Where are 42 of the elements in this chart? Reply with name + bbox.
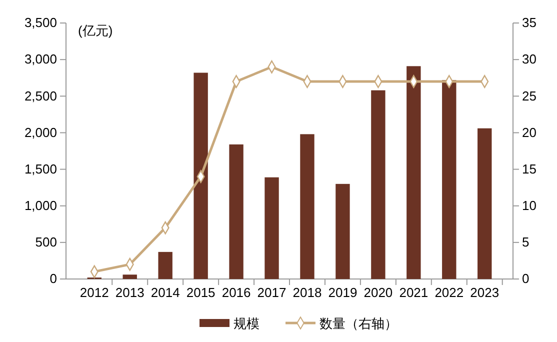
- x-tick-label: 2021: [399, 285, 428, 300]
- x-tick-label: 2017: [257, 285, 286, 300]
- y-tick-label: 2,500: [24, 88, 57, 104]
- x-tick-label: 2020: [364, 285, 393, 300]
- y2-tick-label: 30: [522, 52, 536, 67]
- y-tick-label: 0: [50, 271, 57, 286]
- y2-tick-label: 35: [522, 15, 536, 30]
- x-tick-label: 2018: [292, 285, 322, 300]
- y2-tick-label: 10: [522, 198, 536, 214]
- bar: [406, 66, 421, 279]
- bar: [264, 177, 279, 279]
- y-tick-label: 3,000: [24, 52, 57, 67]
- bar: [194, 72, 208, 279]
- y-tick-label: 1,000: [24, 198, 57, 214]
- bar: [229, 144, 244, 279]
- bar: [371, 90, 386, 279]
- y2-tick-label: 15: [522, 161, 536, 176]
- bar: [158, 252, 172, 279]
- y-axis-title: (亿元): [78, 23, 113, 38]
- y2-tick-label: 0: [522, 271, 530, 286]
- y-tick-label: 500: [35, 234, 57, 250]
- x-tick-label: 2022: [434, 285, 464, 300]
- x-tick-label: 2016: [222, 285, 251, 300]
- x-tick-label: 2019: [328, 285, 358, 300]
- bar: [336, 184, 350, 279]
- y-tick-label: 3,500: [24, 15, 57, 30]
- x-tick-label: 2012: [80, 285, 109, 300]
- y-tick-label: 2,000: [24, 124, 57, 140]
- legend-label: 数量（右轴）: [320, 316, 398, 331]
- x-tick-label: 2013: [115, 285, 144, 300]
- y2-tick-label: 5: [522, 234, 530, 250]
- bar: [300, 134, 314, 279]
- bar: [122, 274, 137, 279]
- x-tick-label: 2015: [186, 285, 216, 300]
- bar: [442, 80, 456, 279]
- x-tick-label: 2023: [470, 285, 500, 300]
- legend-label: 规模: [234, 316, 260, 331]
- y2-tick-label: 25: [522, 88, 536, 104]
- bar: [478, 128, 492, 279]
- y2-tick-label: 20: [522, 124, 536, 140]
- y-tick-label: 1,500: [24, 161, 57, 176]
- x-tick-label: 2014: [150, 285, 180, 300]
